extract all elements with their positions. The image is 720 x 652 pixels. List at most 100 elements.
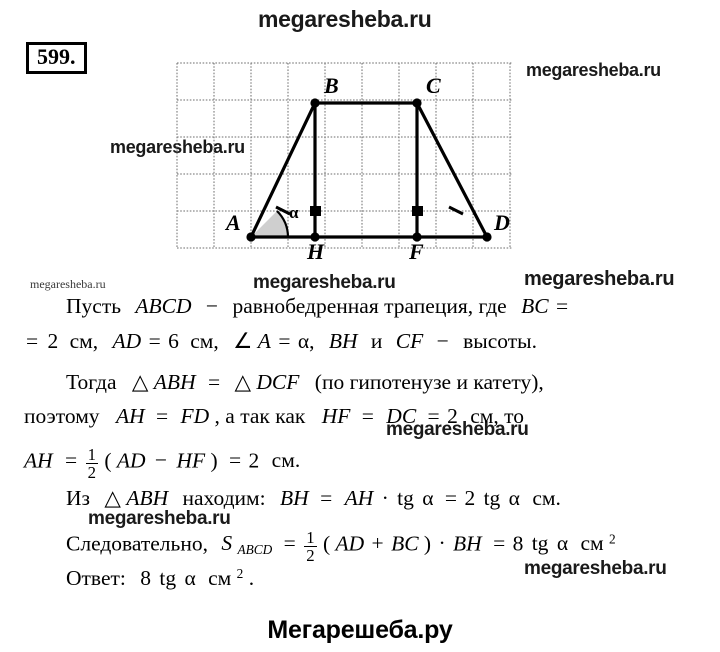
label-dcf: DCF — [256, 370, 300, 394]
value-hf: 2 — [447, 404, 458, 428]
label-abcd: ABCD — [135, 294, 192, 318]
angle-sign-1: ∠ — [233, 329, 253, 353]
solution-line-6: Из △ ABH находим: BH = AH · tg α = 2 tg … — [66, 486, 561, 511]
triangle-sign-1: △ — [131, 370, 149, 394]
text-let: Пусть — [66, 294, 122, 318]
geometry-figure: B C A D H F α — [176, 62, 513, 262]
label-cf-1: CF — [395, 329, 424, 353]
label-ad-1: AD — [112, 329, 142, 353]
equals-8: = — [427, 404, 440, 428]
text-therefore-1: поэтому — [24, 404, 100, 428]
value-alpha-4: α — [556, 531, 569, 556]
triangle-sign-2: △ — [234, 370, 252, 394]
plus-sign: + — [371, 531, 384, 556]
period-end: . — [248, 566, 255, 590]
tangent-function-4: tg — [159, 566, 177, 590]
solution-line-5: AH = 1 2 ( AD − HF ) = 2 см. — [24, 443, 301, 483]
unit-cm-5: см. — [532, 486, 561, 510]
problem-number: 599. — [26, 42, 87, 74]
fraction-numerator-2: 1 — [306, 527, 315, 547]
subscript-abcd: ABCD — [237, 542, 273, 558]
value-alpha-1: α, — [297, 329, 315, 353]
watermark-right-top: megaresheba.ru — [526, 60, 661, 80]
equals-9: = — [65, 448, 78, 473]
label-abh-1: ABH — [153, 370, 196, 394]
watermark-right-below-figure: megaresheba.ru — [524, 268, 675, 290]
superscript-2-2: 2 — [236, 566, 244, 582]
multiply-dot-1: · — [381, 486, 389, 510]
text-then: Тогда — [66, 370, 117, 394]
dash-2: − — [436, 329, 449, 353]
tangent-function-2: tg — [483, 486, 501, 510]
value-answer: 8 — [140, 566, 151, 590]
label-hf-1: HF — [321, 404, 351, 428]
text-heights: высоты. — [463, 329, 537, 353]
value-alpha-3: α — [508, 486, 520, 510]
value-area: 8 — [512, 531, 524, 556]
fraction-denominator-1: 2 — [85, 463, 98, 483]
text-consequently: Следовательно, — [66, 531, 208, 556]
value-alpha-2: α — [422, 486, 434, 510]
label-dc: DC — [386, 404, 417, 428]
text-from: Из — [66, 486, 91, 510]
multiply-dot-2: · — [438, 531, 446, 556]
equals-11: = — [320, 486, 333, 510]
label-bc-1: BC — [521, 294, 549, 318]
tangent-function-1: tg — [397, 486, 414, 510]
equals-3: = — [148, 329, 161, 353]
dash-1: − — [205, 294, 219, 318]
solution-line-2: = 2 см, AD = 6 см, ∠ A = α, BH и CF − вы… — [24, 329, 537, 354]
watermark-left-middle: megaresheba.ru — [110, 137, 245, 157]
solution-line-3: Тогда △ ABH = △ DCF (по гипотенузе и кат… — [66, 370, 544, 395]
watermark-right-lower: megaresheba.ru — [524, 558, 667, 579]
watermark-top: megaresheba.ru — [258, 6, 432, 32]
fraction-one-half-2: 1 2 — [304, 527, 317, 566]
label-ah-1: AH — [115, 404, 145, 428]
minus-sign-1: − — [154, 448, 168, 473]
unit-cm-7: см — [208, 566, 232, 590]
label-bc-2: BC — [391, 531, 419, 556]
value-ad: 6 — [168, 329, 179, 353]
label-s: S — [221, 531, 233, 556]
text-by-hypotenuse-and-leg: (по гипотенузе и катету), — [314, 370, 544, 394]
watermark-center-below-figure: megaresheba.ru — [253, 272, 396, 293]
watermark-small-left: megaresheba.ru — [30, 277, 106, 291]
equals-6: = — [155, 404, 169, 428]
value-bc: 2 — [47, 329, 59, 353]
fraction-denominator-2: 2 — [304, 546, 317, 566]
value-ah: 2 — [248, 448, 260, 473]
equals-10: = — [229, 448, 242, 473]
equals-12: = — [444, 486, 458, 510]
unit-cm-6: см — [580, 531, 604, 556]
figure-label-angle-alpha: α — [289, 203, 299, 222]
paren-close-2: ) — [423, 531, 432, 556]
equals-7: = — [361, 404, 374, 428]
solution-line-4: поэтому AH = FD , а так как HF = DC = 2 … — [24, 404, 524, 429]
label-ad-2: AD — [116, 448, 146, 473]
label-ad-3: AD — [335, 531, 365, 556]
solution-line-1: Пусть ABCD − равнобедренная трапеция, гд… — [66, 294, 570, 319]
value-alpha-5: α — [184, 566, 196, 590]
value-bh: 2 — [464, 486, 476, 510]
label-ah-2: AH — [24, 448, 53, 473]
label-abh-2: ABH — [126, 486, 169, 510]
triangle-sign-3: △ — [104, 486, 121, 510]
fraction-one-half-1: 1 2 — [85, 444, 98, 483]
label-bh-3: BH — [453, 531, 482, 556]
watermark-left-lower: megaresheba.ru — [88, 508, 231, 529]
unit-cm-4: см. — [271, 448, 301, 473]
paren-open-1: ( — [104, 448, 112, 473]
label-fd: FD — [180, 404, 210, 428]
text-isosceles-trapezoid: равнобедренная трапеция, где — [232, 294, 507, 318]
footer-brand: Мегарешеба.ру — [267, 616, 453, 644]
text-and-1: и — [370, 329, 383, 353]
figure-label-F: F — [408, 239, 424, 262]
text-since: , а так как — [214, 404, 306, 428]
figure-label-D: D — [493, 210, 510, 235]
solution-line-7: Следовательно, S ABCD = 1 2 ( AD + BC ) … — [66, 526, 616, 566]
watermark-center-text: megaresheba.ru — [386, 419, 529, 440]
equals-14: = — [493, 531, 506, 556]
fraction-numerator-1: 1 — [87, 444, 96, 464]
label-hf-2: HF — [176, 448, 206, 473]
solution-line-8-answer: Ответ: 8 tg α см 2 . — [66, 566, 254, 591]
